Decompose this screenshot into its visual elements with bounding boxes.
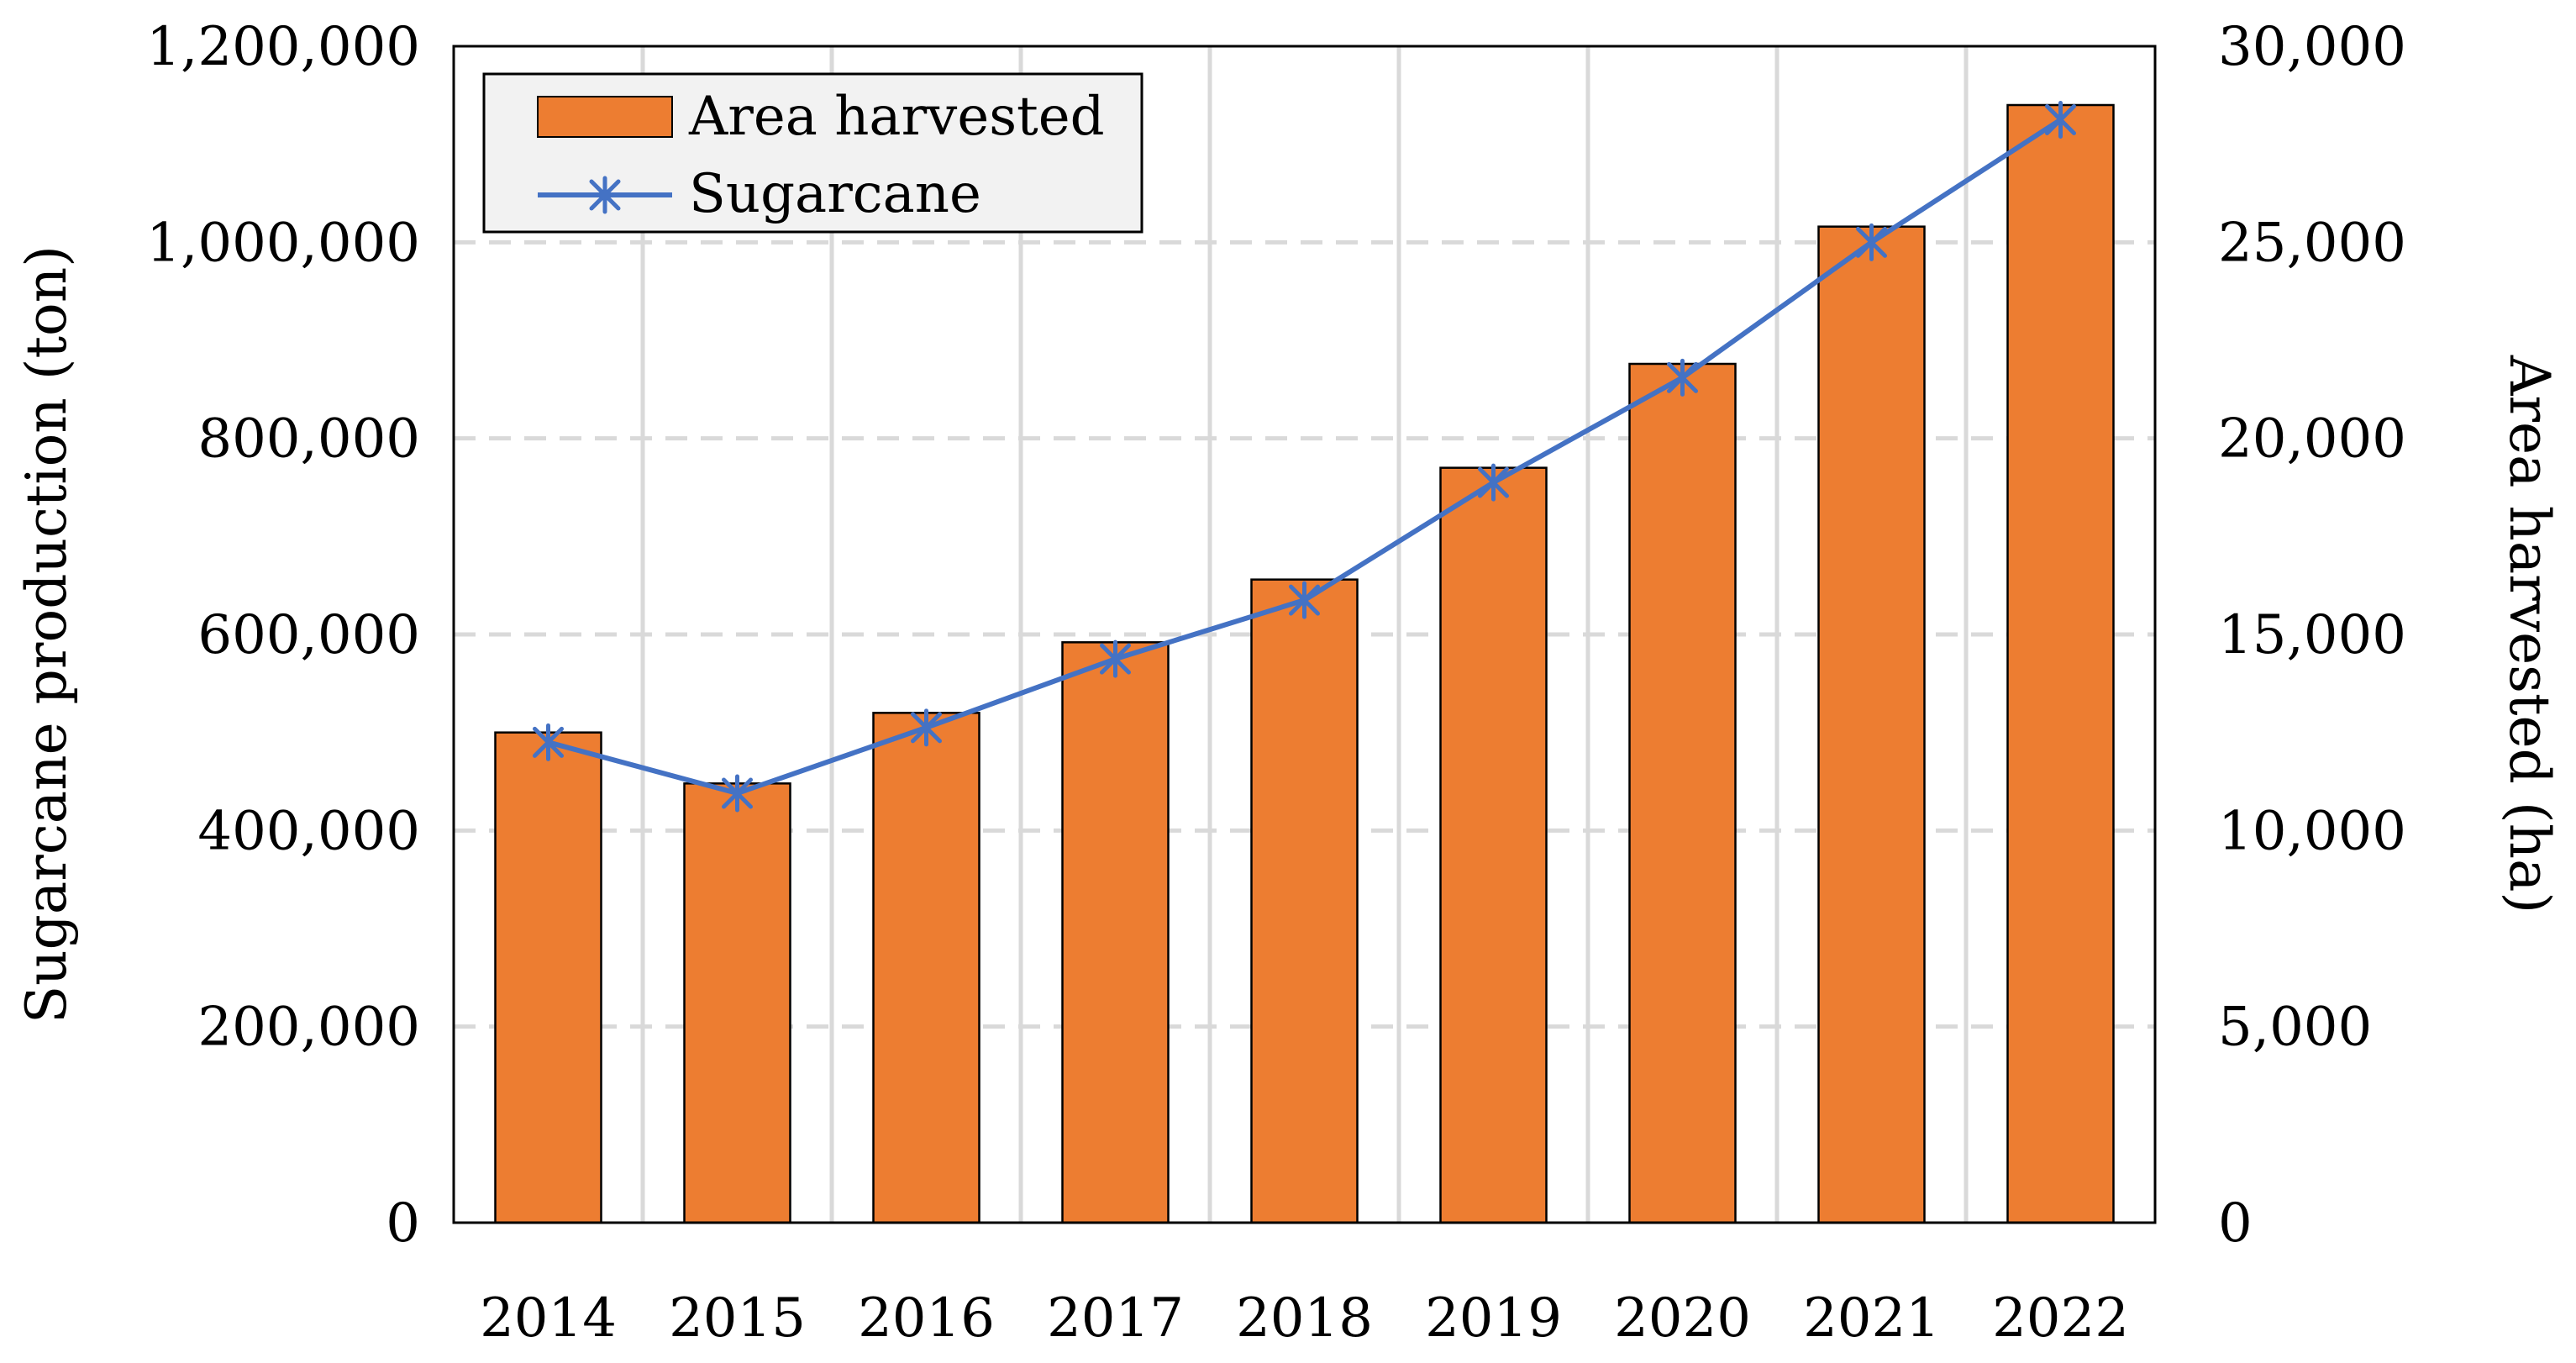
bar-area-harvested-2014	[494, 731, 602, 1224]
plot-frame	[452, 45, 2157, 1224]
left-tick-label: 1,000,000	[146, 212, 420, 274]
x-tick-label: 2022	[1992, 1287, 2129, 1350]
x-tick-label: 2020	[1614, 1287, 1751, 1350]
left-axis-title: Sugarcane production (ton)	[14, 245, 79, 1024]
bar-area-harvested-2019	[1439, 466, 1548, 1224]
bar-area-harvested-2021	[1817, 225, 1926, 1224]
point-sugarcane-2022	[2045, 101, 2076, 139]
point-sugarcane-2020	[1667, 358, 1698, 397]
legend: Area harvested Sugarcane	[482, 72, 1143, 234]
point-sugarcane-2018	[1289, 581, 1320, 619]
legend-bar-swatch	[537, 96, 673, 138]
x-tick-label: 2019	[1425, 1287, 1562, 1350]
left-tick-label: 0	[386, 1192, 420, 1255]
right-tick-label: 0	[2218, 1192, 2253, 1255]
point-sugarcane-2019	[1478, 463, 1509, 502]
left-tick-label: 400,000	[197, 800, 420, 862]
bar-area-harvested-2018	[1250, 578, 1359, 1224]
right-axis-title: Area harvested (ha)	[2497, 355, 2562, 913]
legend-line-marker	[589, 176, 621, 214]
right-tick-label: 10,000	[2218, 800, 2406, 862]
legend-label-sugarcane: Sugarcane	[689, 163, 981, 225]
left-tick-label: 600,000	[197, 604, 420, 666]
x-tick-label: 2016	[858, 1287, 995, 1350]
legend-label-area-harvested: Area harvested	[688, 86, 1105, 148]
legend-asterisk-marker	[589, 176, 621, 214]
x-tick-label: 2018	[1236, 1287, 1373, 1350]
x-tick-label: 2014	[480, 1287, 617, 1350]
right-tick-label: 25,000	[2218, 212, 2406, 274]
x-tick-label: 2021	[1803, 1287, 1940, 1350]
right-tick-label: 30,000	[2218, 16, 2406, 78]
left-tick-label: 200,000	[197, 997, 420, 1059]
bar-area-harvested-2016	[872, 712, 980, 1224]
x-tick-label: 2015	[669, 1287, 806, 1350]
bar-area-harvested-2020	[1628, 362, 1737, 1224]
point-sugarcane-2021	[1856, 223, 1887, 261]
right-tick-label: 20,000	[2218, 408, 2406, 471]
bar-area-harvested-2017	[1061, 641, 1170, 1224]
x-tick-label: 2017	[1047, 1287, 1184, 1350]
bars	[494, 103, 2115, 1224]
right-tick-label: 5,000	[2218, 997, 2372, 1059]
left-tick-label: 1,200,000	[146, 16, 420, 78]
bar-area-harvested-2015	[683, 782, 791, 1224]
point-sugarcane-2015	[722, 774, 753, 813]
x-axis-ticks: 2014 2015 2016 2017 2018 2019 2020 2021 2022	[480, 1287, 2129, 1350]
line-series	[533, 101, 2076, 813]
right-tick-label: 15,000	[2218, 604, 2406, 666]
left-tick-label: 800,000	[197, 408, 420, 471]
point-sugarcane-2017	[1100, 639, 1131, 678]
point-sugarcane-2014	[533, 723, 564, 761]
point-sugarcane-2016	[911, 708, 942, 747]
bar-area-harvested-2022	[2006, 103, 2115, 1224]
right-y-axis-ticks: 0 5,000 10,000 15,000 20,000 25,000 30,000	[2218, 16, 2406, 1255]
left-y-axis-ticks: 0 200,000 400,000 600,000 800,000 1,000,000 1,…	[146, 16, 420, 1255]
